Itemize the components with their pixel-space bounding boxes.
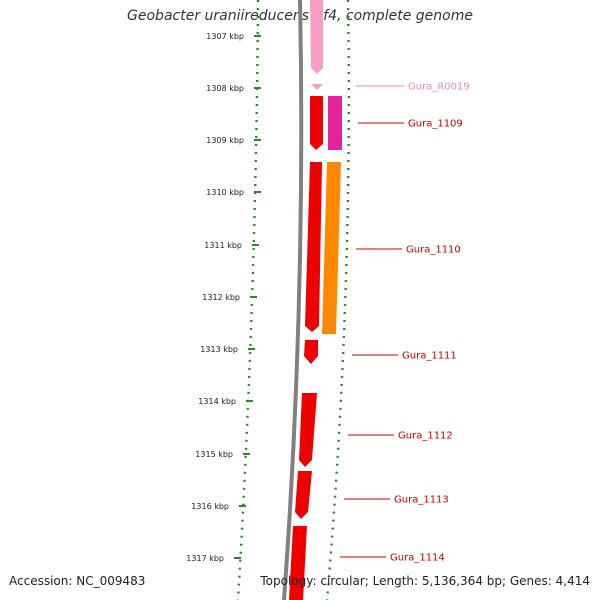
backbone-line <box>282 0 304 600</box>
gene-label[interactable]: Gura_1113 <box>394 495 449 506</box>
gene-label[interactable]: Gura_1112 <box>398 431 453 442</box>
tick-label: 1307 kbp <box>206 32 244 41</box>
gene-1113-arrow[interactable] <box>295 471 312 519</box>
gene-features <box>289 0 342 600</box>
gene-label[interactable]: Gura_R0019 <box>408 82 470 93</box>
gene-1111-arrow[interactable] <box>304 340 318 364</box>
gene-1112-arrow[interactable] <box>299 393 317 467</box>
rna-feature-top[interactable] <box>310 0 323 74</box>
genome-summary: Topology: circular; Length: 5,136,364 bp… <box>260 574 590 588</box>
gene-label[interactable]: Gura_1109 <box>408 119 463 130</box>
tick-label: 1315 kbp <box>195 450 233 459</box>
gene-1110-arrow[interactable] <box>305 162 322 332</box>
tick-label: 1316 kbp <box>191 502 229 511</box>
rna-feature-small[interactable] <box>311 84 323 90</box>
gene-label[interactable]: Gura_1110 <box>406 245 461 256</box>
tick-label: 1317 kbp <box>186 554 224 563</box>
tick-label: 1311 kbp <box>204 241 242 250</box>
gene-label[interactable]: Gura_1111 <box>402 351 457 362</box>
gene-1109-partner[interactable] <box>328 96 342 150</box>
accession-text: Accession: NC_009483 <box>9 574 146 588</box>
gene-1110-partner[interactable] <box>322 162 341 334</box>
gene-1114-arrow[interactable] <box>289 526 307 600</box>
tick-label: 1310 kbp <box>206 188 244 197</box>
gene-1109-arrow[interactable] <box>310 96 323 150</box>
tick-label: 1309 kbp <box>206 136 244 145</box>
tick-label: 1314 kbp <box>198 397 236 406</box>
scale-ticks: 1307 kbp 1308 kbp 1309 kbp 1310 kbp 1311 kbp… <box>186 32 261 563</box>
gene-label[interactable]: Gura_1114 <box>390 553 445 564</box>
tick-label: 1313 kbp <box>200 345 238 354</box>
tick-label: 1312 kbp <box>202 293 240 302</box>
tick-label: 1308 kbp <box>206 84 244 93</box>
gene-labels: Gura_R0019 Gura_1109 Gura_1110 Gura_1111 Gur… <box>340 82 470 564</box>
